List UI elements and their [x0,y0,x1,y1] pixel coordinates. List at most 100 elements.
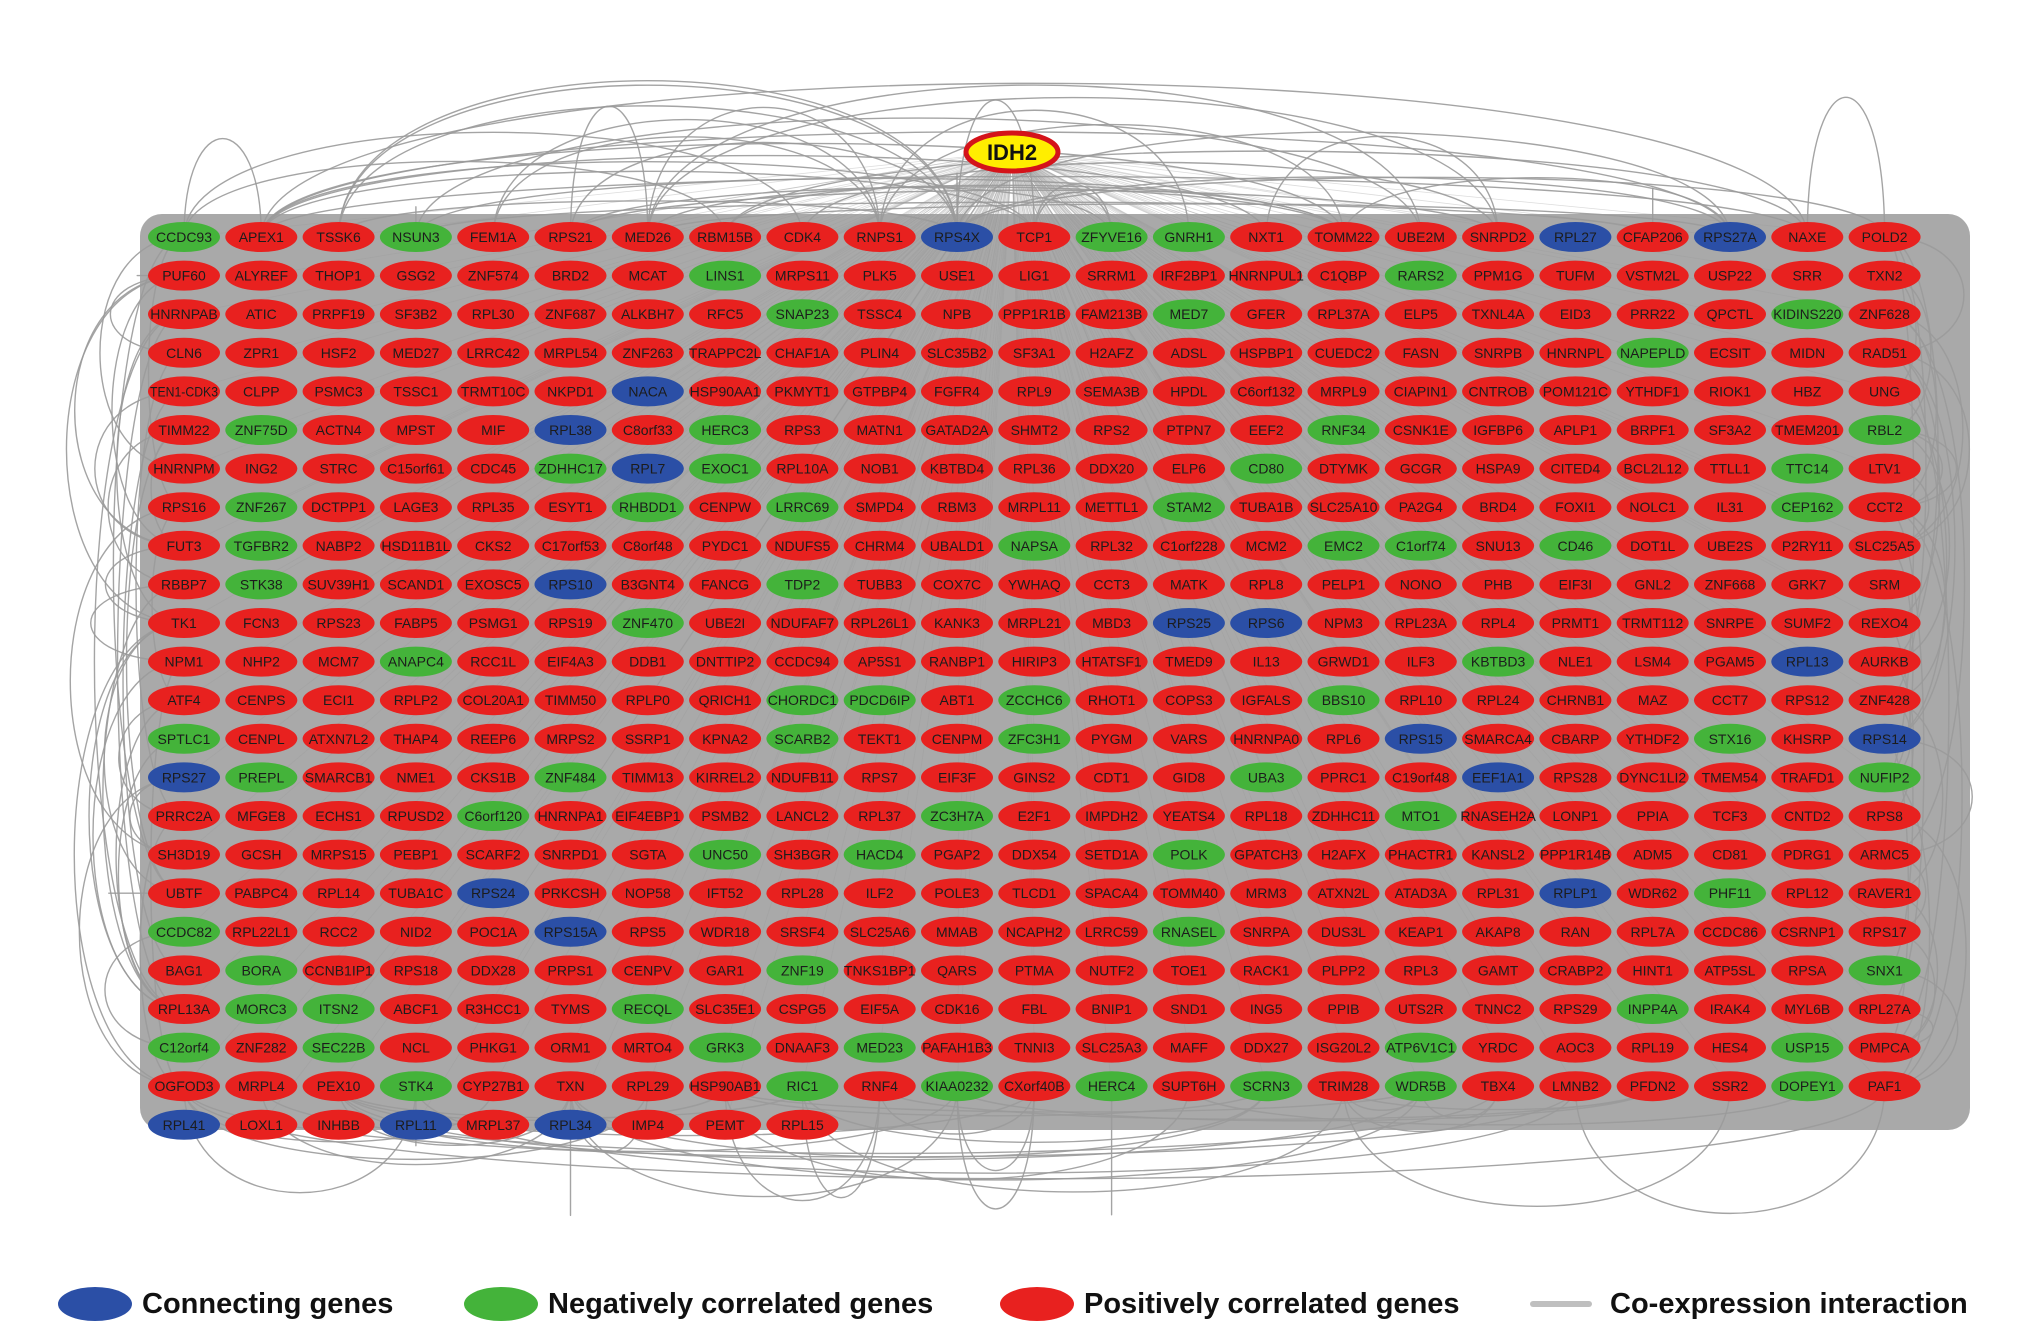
gene-node-negative[interactable]: ZNF19 [766,955,839,986]
gene-node-positive[interactable]: UNG [1848,376,1921,407]
gene-node-positive[interactable]: SHMT2 [998,415,1071,445]
gene-node-positive[interactable]: RAD51 [1848,337,1921,368]
gene-node-positive[interactable]: COX7C [921,569,993,600]
gene-node-positive[interactable]: WDR18 [689,916,762,947]
gene-node-positive[interactable]: SMARCB1 [302,762,375,793]
gene-node-connecting[interactable]: RPS27 [148,762,220,793]
gene-node-positive[interactable]: BRPF1 [1616,415,1689,445]
gene-node-positive[interactable]: MCM7 [302,646,375,677]
gene-node-positive[interactable]: PPIB [1307,994,1380,1024]
gene-node-positive[interactable]: ABT1 [921,685,993,716]
gene-node-positive[interactable]: RPL35 [457,492,530,523]
gene-node-positive[interactable]: MRPL54 [534,337,607,368]
gene-node-positive[interactable]: SETD1A [1075,839,1148,870]
gene-node-positive[interactable]: PELP1 [1307,569,1380,600]
gene-node-positive[interactable]: AOC3 [1539,1032,1612,1063]
gene-node-positive[interactable]: MIDN [1771,337,1844,368]
gene-node-positive[interactable]: RPS28 [1539,762,1612,793]
gene-node-positive[interactable]: TIMM22 [148,415,220,445]
gene-node-positive[interactable]: CENPW [689,492,762,523]
gene-node-positive[interactable]: RPL12 [1771,878,1844,909]
gene-node-positive[interactable]: LSM4 [1616,646,1689,677]
gene-node-negative[interactable]: GNRH1 [1152,222,1225,252]
gene-node-positive[interactable]: BRD2 [534,260,607,291]
gene-node-positive[interactable]: TSSK6 [302,222,375,252]
gene-node-positive[interactable]: DDX54 [998,839,1071,870]
gene-node-negative[interactable]: LRRC69 [766,492,839,523]
gene-node-negative[interactable]: SPTLC1 [148,723,220,754]
gene-node-negative[interactable]: C12orf4 [148,1032,220,1063]
gene-node-positive[interactable]: RPSA [1771,955,1844,986]
gene-node-positive[interactable]: NOP58 [611,878,684,909]
gene-node-positive[interactable]: C8orf33 [611,415,684,445]
gene-node-negative[interactable]: TTC14 [1771,453,1844,484]
gene-node-connecting[interactable]: RPL41 [148,1109,220,1140]
gene-node-positive[interactable]: BCL2L12 [1616,453,1689,484]
gene-node-positive[interactable]: MCAT [611,260,684,291]
gene-node-positive[interactable]: ATXN7L2 [302,723,375,754]
gene-node-positive[interactable]: DTYMK [1307,453,1380,484]
gene-node-positive[interactable]: SUV39H1 [302,569,375,600]
gene-node-positive[interactable]: DDB1 [611,646,684,677]
gene-node-positive[interactable]: EEF2 [1230,415,1303,445]
gene-node-positive[interactable]: CENPV [611,955,684,986]
gene-node-negative[interactable]: INPP4A [1616,994,1689,1024]
gene-node-positive[interactable]: CHAF1A [766,337,839,368]
gene-node-connecting[interactable]: RPS4X [921,222,993,252]
gene-node-positive[interactable]: PPP1R14B [1539,839,1612,870]
gene-node-negative[interactable]: EMC2 [1307,530,1380,561]
gene-node-positive[interactable]: TIMM50 [534,685,607,716]
gene-node-positive[interactable]: CXorf40B [998,1071,1071,1102]
gene-node-positive[interactable]: H2AFZ [1075,337,1148,368]
gene-node-positive[interactable]: NPM3 [1307,608,1380,638]
gene-node-positive[interactable]: PLK5 [843,260,916,291]
gene-node-positive[interactable]: PTPN7 [1152,415,1225,445]
gene-node-positive[interactable]: RPL22L1 [225,916,298,947]
gene-node-positive[interactable]: SMPD4 [843,492,916,523]
gene-node-positive[interactable]: TOMM22 [1307,222,1380,252]
gene-node-positive[interactable]: RPL13A [148,994,220,1024]
gene-node-positive[interactable]: C1QBP [1307,260,1380,291]
gene-node-positive[interactable]: TMEM54 [1694,762,1766,793]
gene-node-negative[interactable]: ITSN2 [302,994,375,1024]
gene-node-negative[interactable]: STK4 [379,1071,452,1102]
gene-node-positive[interactable]: MED27 [379,337,452,368]
gene-node-positive[interactable]: PDRG1 [1771,839,1844,870]
gene-node-positive[interactable]: ILF3 [1384,646,1457,677]
gene-node-positive[interactable]: CYP27B1 [457,1071,530,1102]
gene-node-positive[interactable]: SLC25A6 [843,916,916,947]
gene-node-negative[interactable]: HERC3 [689,415,762,445]
gene-node-positive[interactable]: CENPM [921,723,993,754]
gene-node-connecting[interactable]: RPL13 [1771,646,1844,677]
gene-node-positive[interactable]: CDK4 [766,222,839,252]
gene-node-positive[interactable]: KBTBD4 [921,453,993,484]
gene-node-positive[interactable]: PSMG1 [457,608,530,638]
gene-node-positive[interactable]: PAFAH1B3 [921,1032,993,1063]
gene-node-positive[interactable]: PEBP1 [379,839,452,870]
gene-node-positive[interactable]: SMARCA4 [1462,723,1535,754]
gene-node-positive[interactable]: RPL14 [302,878,375,909]
gene-node-positive[interactable]: RPL8 [1230,569,1303,600]
gene-node-positive[interactable]: P2RY11 [1771,530,1844,561]
gene-node-positive[interactable]: GSG2 [379,260,452,291]
gene-node-positive[interactable]: HBZ [1771,376,1844,407]
gene-node-negative[interactable]: RBL2 [1848,415,1921,445]
gene-node-positive[interactable]: NKPD1 [534,376,607,407]
gene-node-negative[interactable]: NAPSA [998,530,1071,561]
gene-node-positive[interactable]: AKAP8 [1462,916,1535,947]
gene-node-positive[interactable]: ESYT1 [534,492,607,523]
gene-node-positive[interactable]: CFAP206 [1616,222,1689,252]
gene-node-positive[interactable]: ZNF263 [611,337,684,368]
gene-node-positive[interactable]: TOE1 [1152,955,1225,986]
gene-node-positive[interactable]: DYNC1LI2 [1616,762,1689,793]
gene-node-positive[interactable]: UBALD1 [921,530,993,561]
gene-node-positive[interactable]: TMED9 [1152,646,1225,677]
gene-node-positive[interactable]: SRR [1771,260,1844,291]
gene-node-positive[interactable]: NOB1 [843,453,916,484]
gene-node-positive[interactable]: SF3A2 [1694,415,1766,445]
gene-node-positive[interactable]: DUS3L [1307,916,1380,947]
gene-node-positive[interactable]: SLC25A3 [1075,1032,1148,1063]
gene-node-positive[interactable]: RPL10 [1384,685,1457,716]
gene-node-negative[interactable]: RNASEL [1152,916,1225,947]
gene-node-positive[interactable]: RPLP2 [379,685,452,716]
